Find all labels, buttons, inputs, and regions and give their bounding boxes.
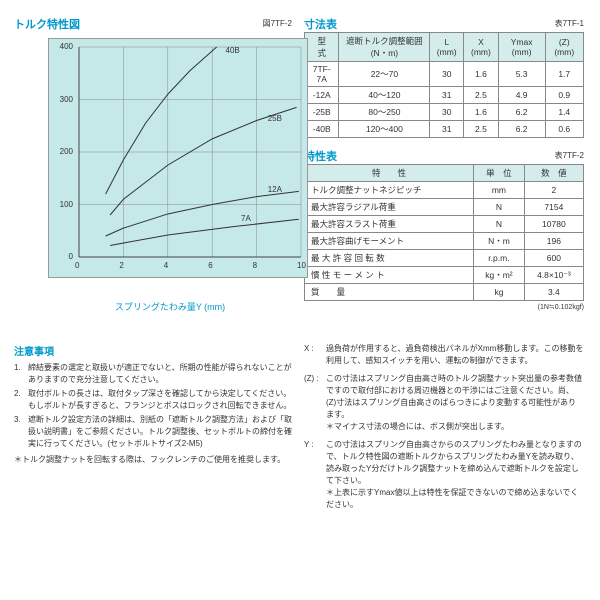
note-item: 1.締結要素の選定と取扱いが適正でないと、所期の性能が得られないことがありますの… — [14, 362, 292, 386]
chart-title: トルク特性図 — [14, 16, 80, 32]
table-cell: 5.3 — [498, 62, 545, 87]
xyz-item: X :過負荷が作用すると、過負荷検出パネルがXmm移動します。この移動を利用して… — [304, 343, 584, 367]
table-header: 特 性 — [305, 165, 474, 182]
chart-section: トルク特性図 図7TF-2 遮断トルク (N・m) 02468100100200… — [14, 16, 292, 321]
table-cell: 2 — [524, 182, 583, 199]
chart-fig-label: 図7TF-2 — [263, 18, 292, 29]
table-cell: 0.9 — [545, 87, 583, 104]
table-header: 数 値 — [524, 165, 583, 182]
table-header: 遮断トルク調整範囲 (N・m) — [339, 33, 430, 62]
table-header: (Z) (mm) — [545, 33, 583, 62]
table-cell: 4.9 — [498, 87, 545, 104]
table-cell: 80～250 — [339, 104, 430, 121]
table-cell: N — [474, 199, 525, 216]
xyz-section: X :過負荷が作用すると、過負荷検出パネルがXmm移動します。この移動を利用して… — [304, 343, 584, 517]
table-cell: N — [474, 216, 525, 233]
char-table-subnote: (1N≒0.102kgf) — [304, 303, 584, 311]
table-header: X (mm) — [464, 33, 499, 62]
table-cell: 1.6 — [464, 104, 499, 121]
table-cell: -40B — [305, 121, 339, 138]
table-cell: -25B — [305, 104, 339, 121]
table-cell: 6.2 — [498, 104, 545, 121]
xyz-item: Y :この寸法はスプリング自由高さからのスプリングたわみ量となりますので、トルク… — [304, 439, 584, 511]
dim-table-title: 寸法表 — [304, 16, 337, 32]
table-cell: 10780 — [524, 216, 583, 233]
notes-title: 注意事項 — [14, 343, 292, 358]
table-header: L (mm) — [430, 33, 464, 62]
table-cell: 600 — [524, 250, 583, 267]
table-cell: mm — [474, 182, 525, 199]
table-cell: 4.8×10⁻³ — [524, 267, 583, 284]
table-cell: 40～120 — [339, 87, 430, 104]
table-cell: 1.7 — [545, 62, 583, 87]
table-cell: 最大許容スラスト荷重 — [305, 216, 474, 233]
table-cell: 22～70 — [339, 62, 430, 87]
note-item: 2.取付ボルトの長さは、取付タップ深さを確認してから決定してください。もしボルト… — [14, 388, 292, 412]
table-cell: r.p.m. — [474, 250, 525, 267]
table-cell: 最 大 許 容 回 転 数 — [305, 250, 474, 267]
torque-chart: 0246810010020030040040B25B12A7A — [48, 38, 308, 278]
table-header: 単 位 — [474, 165, 525, 182]
table-cell: 最大許容曲げモーメント — [305, 233, 474, 250]
table-cell: 7TF-7A — [305, 62, 339, 87]
tables-section: 寸法表 表7TF-1 型 式遮断トルク調整範囲 (N・m)L (mm)X (mm… — [304, 16, 584, 321]
table-cell: トルク調整ナットネジピッチ — [305, 182, 474, 199]
x-axis-label: スプリングたわみ量Y (mm) — [48, 300, 292, 313]
table-cell: N・m — [474, 233, 525, 250]
table-cell: 慣 性 モ ー メ ン ト — [305, 267, 474, 284]
table-cell: kg・m² — [474, 267, 525, 284]
char-table-fig: 表7TF-2 — [555, 150, 584, 161]
table-cell: 3.4 — [524, 284, 583, 301]
notes-section: 注意事項 1.締結要素の選定と取扱いが適正でないと、所期の性能が得られないことが… — [14, 343, 292, 517]
table-cell: 最大許容ラジアル荷重 — [305, 199, 474, 216]
table-cell: -12A — [305, 87, 339, 104]
table-cell: 7154 — [524, 199, 583, 216]
table-cell: 1.4 — [545, 104, 583, 121]
table-cell: 120～400 — [339, 121, 430, 138]
table-cell: 31 — [430, 121, 464, 138]
xyz-item: (Z) :この寸法はスプリング自由高さ時のトルク調整ナット突出量の参考数値ですの… — [304, 373, 584, 433]
characteristic-table: 特 性単 位数 値トルク調整ナットネジピッチmm2 最大許容ラジアル荷重N7154… — [304, 164, 584, 301]
table-cell: 31 — [430, 87, 464, 104]
table-cell: 30 — [430, 62, 464, 87]
table-cell: 30 — [430, 104, 464, 121]
table-cell: 2.5 — [464, 121, 499, 138]
notes-footnote: ＊トルク調整ナットを回転する際は、フックレンチのご使用を推奨します。 — [14, 454, 292, 466]
table-header: 型 式 — [305, 33, 339, 62]
dim-table-fig: 表7TF-1 — [555, 18, 584, 29]
table-cell: 1.6 — [464, 62, 499, 87]
table-cell: 2.5 — [464, 87, 499, 104]
note-item: 3.遮断トルク設定方法の詳細は、別紙の「遮断トルク調整方法」および「取扱い説明書… — [14, 414, 292, 450]
dimension-table: 型 式遮断トルク調整範囲 (N・m)L (mm)X (mm)Ymax (mm)(… — [304, 32, 584, 138]
table-header: Ymax (mm) — [498, 33, 545, 62]
table-cell: 質 量 — [305, 284, 474, 301]
table-cell: 196 — [524, 233, 583, 250]
table-cell: 0.6 — [545, 121, 583, 138]
table-cell: 6.2 — [498, 121, 545, 138]
table-cell: kg — [474, 284, 525, 301]
